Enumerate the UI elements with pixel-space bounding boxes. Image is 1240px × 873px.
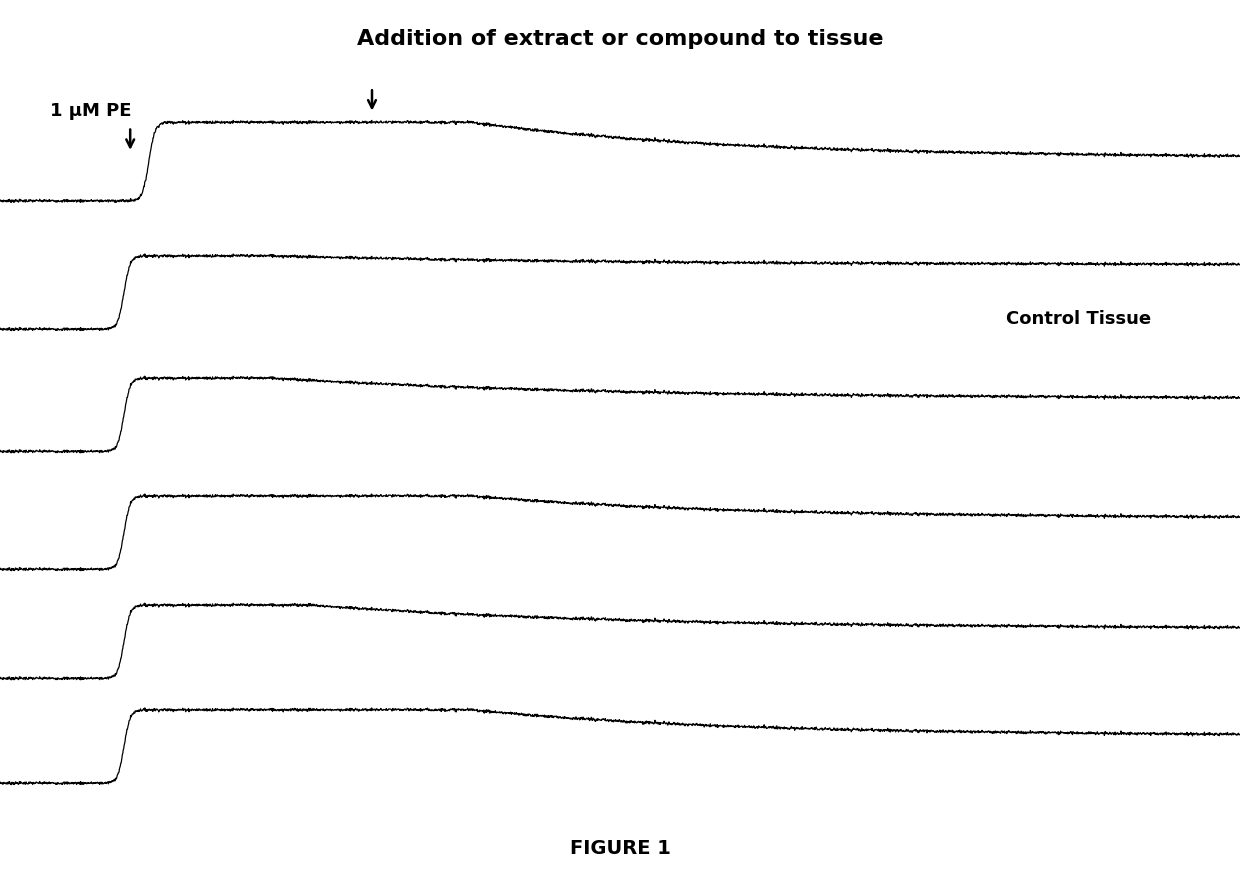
Text: Control Tissue: Control Tissue bbox=[1006, 310, 1152, 327]
Text: 1 μM PE: 1 μM PE bbox=[50, 102, 131, 120]
Text: Addition of extract or compound to tissue: Addition of extract or compound to tissu… bbox=[357, 30, 883, 49]
Text: FIGURE 1: FIGURE 1 bbox=[569, 839, 671, 858]
